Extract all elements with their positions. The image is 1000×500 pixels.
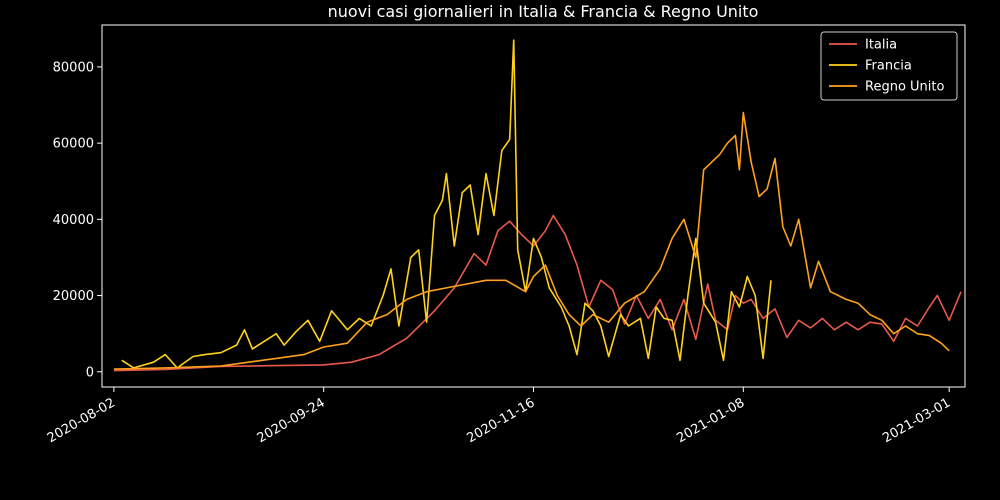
- series-line-regno-unito: [113, 111, 950, 370]
- legend-label: Francia: [865, 59, 912, 74]
- y-tick-label: 80000: [53, 60, 94, 75]
- series-line-francia: [121, 39, 772, 369]
- series-layer: [113, 39, 962, 372]
- series-line-italia: [113, 214, 962, 372]
- chart-title: nuovi casi giornalieri in Italia & Franc…: [328, 2, 759, 21]
- legend-label: Regno Unito: [865, 80, 944, 95]
- legend-label: Italia: [865, 38, 897, 53]
- legend: Italia Francia Regno Unito: [820, 31, 958, 101]
- y-tick-label: 60000: [53, 137, 94, 152]
- y-tick-label: 40000: [53, 213, 94, 228]
- y-tick-label: 20000: [53, 289, 94, 304]
- legend-box: [820, 31, 958, 101]
- y-tick-label: 0: [86, 365, 94, 380]
